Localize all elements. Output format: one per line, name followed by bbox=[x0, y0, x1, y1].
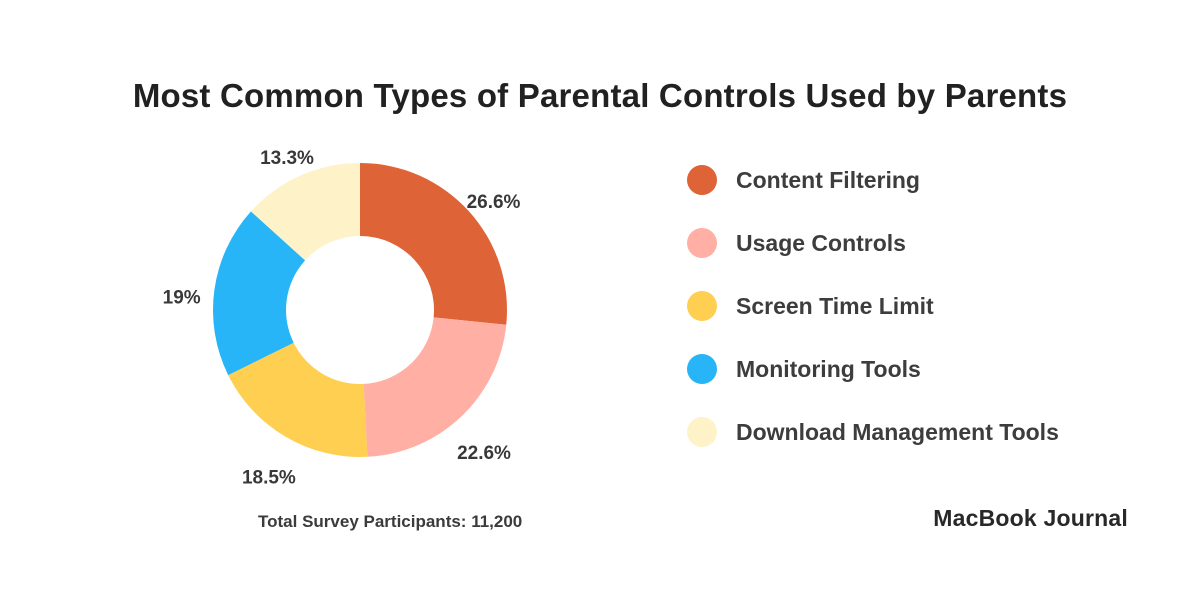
legend-item-download-management-tools: Download Management Tools bbox=[687, 417, 1059, 447]
legend-swatch-icon bbox=[687, 354, 717, 384]
legend-label: Screen Time Limit bbox=[736, 292, 934, 319]
brand-logo: MacBook Journal bbox=[933, 505, 1128, 531]
total-participants-note: Total Survey Participants: 11,200 bbox=[258, 512, 523, 531]
donut-segment-usage-controls bbox=[363, 317, 507, 457]
donut-segment-download-management-tools bbox=[250, 163, 360, 261]
segment-value-label-usage-controls: 22.6% bbox=[457, 443, 511, 464]
legend-label: Download Management Tools bbox=[736, 418, 1059, 445]
legend-swatch-icon bbox=[687, 165, 717, 195]
donut-segment-content-filtering bbox=[360, 162, 508, 325]
legend-item-content-filtering: Content Filtering bbox=[687, 165, 1059, 195]
legend-label: Usage Controls bbox=[736, 229, 906, 256]
legend-label: Content Filtering bbox=[736, 166, 920, 193]
legend-item-usage-controls: Usage Controls bbox=[687, 228, 1059, 258]
legend-swatch-icon bbox=[687, 291, 717, 321]
segment-value-label-screen-time-limit: 18.5% bbox=[242, 468, 296, 489]
segment-value-label-content-filtering: 26.6% bbox=[467, 192, 521, 213]
legend: Content Filtering Usage Controls Screen … bbox=[687, 165, 1059, 480]
legend-swatch-icon bbox=[687, 417, 717, 447]
chart-title: Most Common Types of Parental Controls U… bbox=[132, 77, 1068, 115]
donut-segment-monitoring-tools bbox=[212, 211, 306, 376]
legend-item-monitoring-tools: Monitoring Tools bbox=[687, 354, 1059, 384]
donut-segment-screen-time-limit bbox=[228, 342, 368, 457]
legend-label: Monitoring Tools bbox=[736, 355, 921, 382]
donut-chart: 26.6% 22.6% 18.5% 19% 13.3% bbox=[163, 148, 521, 489]
segment-value-label-monitoring-tools: 19% bbox=[163, 288, 201, 309]
legend-item-screen-time-limit: Screen Time Limit bbox=[687, 291, 1059, 321]
legend-swatch-icon bbox=[687, 228, 717, 258]
segment-value-label-download-management-tools: 13.3% bbox=[260, 148, 314, 169]
